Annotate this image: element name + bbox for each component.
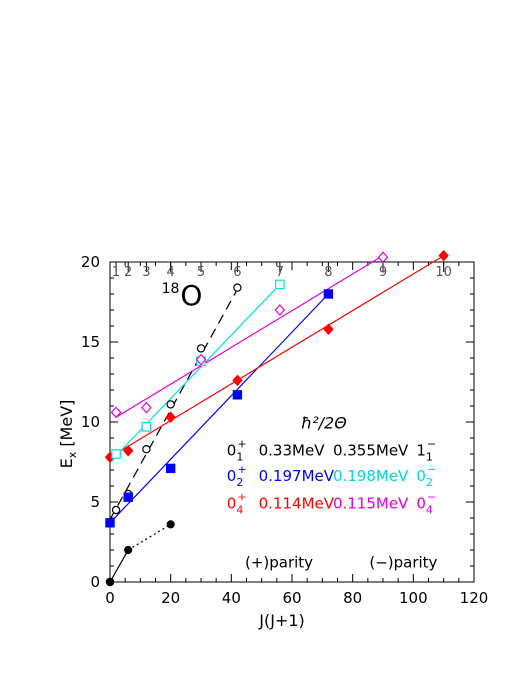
axes-layer bbox=[109, 261, 475, 583]
legend-right-label-base: 0 bbox=[416, 467, 426, 485]
data-point bbox=[166, 520, 175, 529]
data-points-layer bbox=[104, 249, 449, 587]
data-point bbox=[123, 445, 134, 457]
data-point bbox=[195, 353, 207, 366]
data-point bbox=[165, 411, 176, 423]
legend-left-value: 0.33MeV bbox=[259, 442, 326, 460]
x-tick-label: 40 bbox=[222, 589, 241, 607]
data-point bbox=[275, 279, 285, 290]
y-axis-title-unit: [MeV] bbox=[57, 400, 76, 452]
data-point bbox=[105, 518, 115, 528]
y-axis-title: Ex [MeV] bbox=[57, 400, 79, 469]
data-point bbox=[141, 422, 152, 432]
fit-line bbox=[109, 293, 329, 524]
legend-left-label: 02+ bbox=[227, 463, 247, 489]
data-point bbox=[274, 304, 286, 316]
data-point bbox=[123, 492, 133, 502]
data-point bbox=[196, 344, 206, 353]
y-axis-title-subscript: x bbox=[66, 451, 79, 458]
legend-right-label: 11− bbox=[416, 438, 436, 464]
x-axis-title: J(J+1) bbox=[258, 611, 305, 630]
legend-right-label-sup: − bbox=[427, 438, 436, 451]
x-tick-label: 20 bbox=[161, 589, 180, 607]
legend-left-label-sub: 4 bbox=[236, 503, 243, 516]
data-point bbox=[165, 463, 176, 474]
legend-left-value: 0.114MeV bbox=[259, 494, 335, 512]
data-point bbox=[233, 283, 242, 292]
data-point bbox=[124, 545, 133, 555]
legend-parity-neg: (−)parity bbox=[369, 554, 437, 572]
legend-right-label-sup: − bbox=[427, 490, 436, 503]
x-tick-label: 120 bbox=[460, 589, 489, 607]
legend-header: ħ²/2Θ bbox=[301, 413, 347, 432]
top-axis-label: 3 bbox=[142, 265, 150, 280]
x-tick-label: 80 bbox=[343, 589, 362, 607]
legend-left-label-base: 0 bbox=[227, 467, 237, 485]
fit-line bbox=[115, 255, 384, 418]
fit-line-dotted bbox=[127, 523, 172, 551]
x-tick-label: 60 bbox=[282, 589, 301, 607]
legend-left-label-base: 0 bbox=[227, 494, 237, 512]
y-axis-title-symbol: E bbox=[57, 458, 76, 468]
top-axis-label: 10 bbox=[435, 265, 452, 280]
data-point bbox=[232, 390, 243, 400]
y-tick-label: 0 bbox=[90, 573, 100, 591]
legend-right-label-base: 1 bbox=[416, 442, 426, 460]
top-axis-label: 5 bbox=[197, 265, 205, 280]
legend-right-label-sub: 4 bbox=[426, 503, 433, 516]
top-axis-label: 6 bbox=[233, 265, 241, 280]
top-axis-label: 1 bbox=[112, 265, 120, 280]
data-point bbox=[323, 323, 334, 335]
legend-right-label-base: 0 bbox=[416, 494, 426, 512]
data-point bbox=[141, 401, 152, 414]
nucleus-symbol: O bbox=[180, 279, 202, 312]
nucleus-mass: 18 bbox=[162, 281, 180, 297]
data-point bbox=[110, 406, 122, 419]
fit-line bbox=[109, 255, 445, 458]
legend-right-value: 0.355MeV bbox=[333, 442, 409, 460]
top-axis-label: 8 bbox=[324, 265, 332, 280]
data-point bbox=[438, 249, 449, 262]
x-tick-label: 0 bbox=[105, 589, 115, 607]
legend-parity-pos: (+)parity bbox=[245, 554, 313, 572]
data-point bbox=[232, 374, 243, 387]
legend-right-label-sup: − bbox=[427, 463, 436, 476]
nucleus-label: 18O bbox=[162, 279, 203, 312]
data-point bbox=[377, 251, 389, 264]
legend-left-label: 04+ bbox=[227, 490, 247, 516]
fit-line bbox=[109, 549, 129, 583]
top-axis-label: 7 bbox=[276, 265, 284, 280]
data-point bbox=[142, 445, 151, 454]
data-point bbox=[111, 449, 121, 459]
y-tick-label: 5 bbox=[90, 493, 100, 511]
fit-lines-layer bbox=[109, 255, 445, 583]
legend-right-label-sub: 2 bbox=[426, 476, 433, 489]
x-tick-label: 100 bbox=[399, 589, 428, 607]
legend-left-label: 01+ bbox=[227, 438, 247, 464]
y-tick-label: 15 bbox=[81, 333, 100, 351]
legend-left-label-sup: + bbox=[237, 438, 246, 451]
legend-left-label-sup: + bbox=[237, 490, 246, 503]
y-tick-label: 20 bbox=[81, 253, 100, 271]
data-point bbox=[105, 577, 115, 587]
legend-right-value: 0.198MeV bbox=[333, 467, 409, 485]
legend-left-label-base: 0 bbox=[227, 442, 237, 460]
data-point bbox=[323, 289, 334, 299]
top-axis-label: 2 bbox=[124, 265, 132, 280]
legend-right-label: 04− bbox=[416, 490, 436, 516]
legend-right-label-sub: 1 bbox=[426, 451, 433, 464]
legend-left-value: 0.197MeV bbox=[259, 467, 335, 485]
top-axis-label: 9 bbox=[379, 265, 387, 280]
legend-right-value: 0.115MeV bbox=[333, 494, 409, 512]
y-tick-label: 10 bbox=[81, 413, 100, 431]
legend-left-label-sub: 1 bbox=[236, 451, 243, 464]
legend-left-label-sup: + bbox=[237, 463, 246, 476]
legend-left-label-sub: 2 bbox=[236, 476, 243, 489]
top-axis-label: 4 bbox=[167, 265, 175, 280]
data-point bbox=[111, 505, 121, 515]
legend-right-label: 02− bbox=[416, 463, 436, 489]
data-point bbox=[166, 400, 175, 409]
